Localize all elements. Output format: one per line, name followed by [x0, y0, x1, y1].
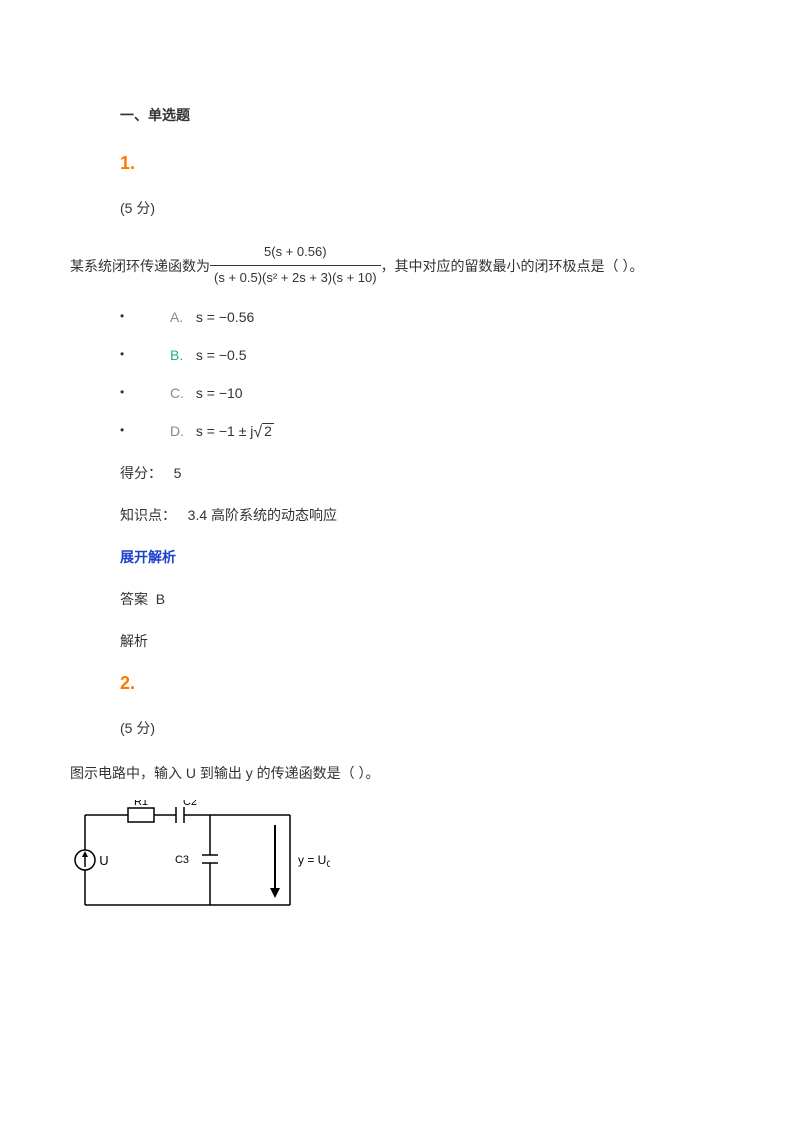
circuit-diagram: R1 C2 C3 U [70, 800, 723, 923]
score-value: 5 [174, 465, 182, 481]
question-2: 2. (5 分) 图示电路中，输入 U 到输出 y 的传递函数是（ ）。 R1 … [70, 673, 723, 923]
expand-analysis-link[interactable]: 展开解析 [120, 547, 723, 567]
option-d-root: 2 [262, 423, 274, 439]
question-points: (5 分) [120, 718, 723, 738]
option-text: s = −1 ± j√2 [196, 423, 274, 439]
kp-label: 知识点： [120, 507, 176, 523]
option-a[interactable]: A. s = −0.56 [150, 309, 723, 325]
option-c[interactable]: C. s = −10 [150, 385, 723, 401]
formula-numerator: 5(s + 0.56) [210, 242, 381, 266]
option-letter: D. [170, 423, 188, 439]
question-number: 2. [120, 673, 723, 694]
answer-label: 答案 [120, 591, 148, 607]
option-b[interactable]: B. s = −0.5 [150, 347, 723, 363]
circuit-label-c3: C3 [175, 854, 189, 866]
option-letter: C. [170, 385, 188, 401]
option-text: s = −0.56 [196, 309, 254, 325]
option-letter: A. [170, 309, 188, 325]
options-list: A. s = −0.56 B. s = −0.5 C. s = −10 D. s… [150, 309, 723, 441]
score-label: 得分： [120, 465, 162, 481]
option-d[interactable]: D. s = −1 ± j√2 [150, 423, 723, 441]
answer-value: B [156, 591, 165, 607]
option-text: s = −10 [196, 385, 243, 401]
question-points: (5 分) [120, 198, 723, 218]
question-stem: 某系统闭环传递函数为 5(s + 0.56) (s + 0.5)(s² + 2s… [70, 242, 723, 293]
kp-value: 3.4 高阶系统的动态响应 [188, 507, 337, 523]
option-d-prefix: s = −1 ± j [196, 423, 254, 439]
formula-denominator: (s + 0.5)(s² + 2s + 3)(s + 10) [210, 266, 381, 289]
answer-line: 答案 B [120, 589, 723, 609]
circuit-label-y: y = UC3 [298, 853, 330, 869]
option-letter: B. [170, 347, 188, 363]
circuit-label-u: U [99, 853, 108, 868]
circuit-label-c2: C2 [183, 800, 197, 808]
circuit-label-r1: R1 [134, 800, 148, 808]
score-line: 得分： 5 [120, 463, 723, 483]
stem-prefix: 某系统闭环传递函数为 [70, 258, 210, 274]
analysis-label: 解析 [120, 633, 148, 649]
question-stem: 图示电路中，输入 U 到输出 y 的传递函数是（ ）。 [70, 762, 723, 784]
section-title: 一、单选题 [120, 105, 723, 125]
question-number: 1. [120, 153, 723, 174]
analysis-line: 解析 [120, 631, 723, 651]
transfer-function-formula: 5(s + 0.56) (s + 0.5)(s² + 2s + 3)(s + 1… [210, 242, 381, 293]
option-text: s = −0.5 [196, 347, 247, 363]
question-1: 1. (5 分) 某系统闭环传递函数为 5(s + 0.56) (s + 0.5… [70, 153, 723, 651]
knowledge-point-line: 知识点： 3.4 高阶系统的动态响应 [120, 505, 723, 525]
stem-suffix: ，其中对应的留数最小的闭环极点是（ ）。 [381, 258, 644, 274]
circuit-svg: R1 C2 C3 U [70, 800, 330, 920]
